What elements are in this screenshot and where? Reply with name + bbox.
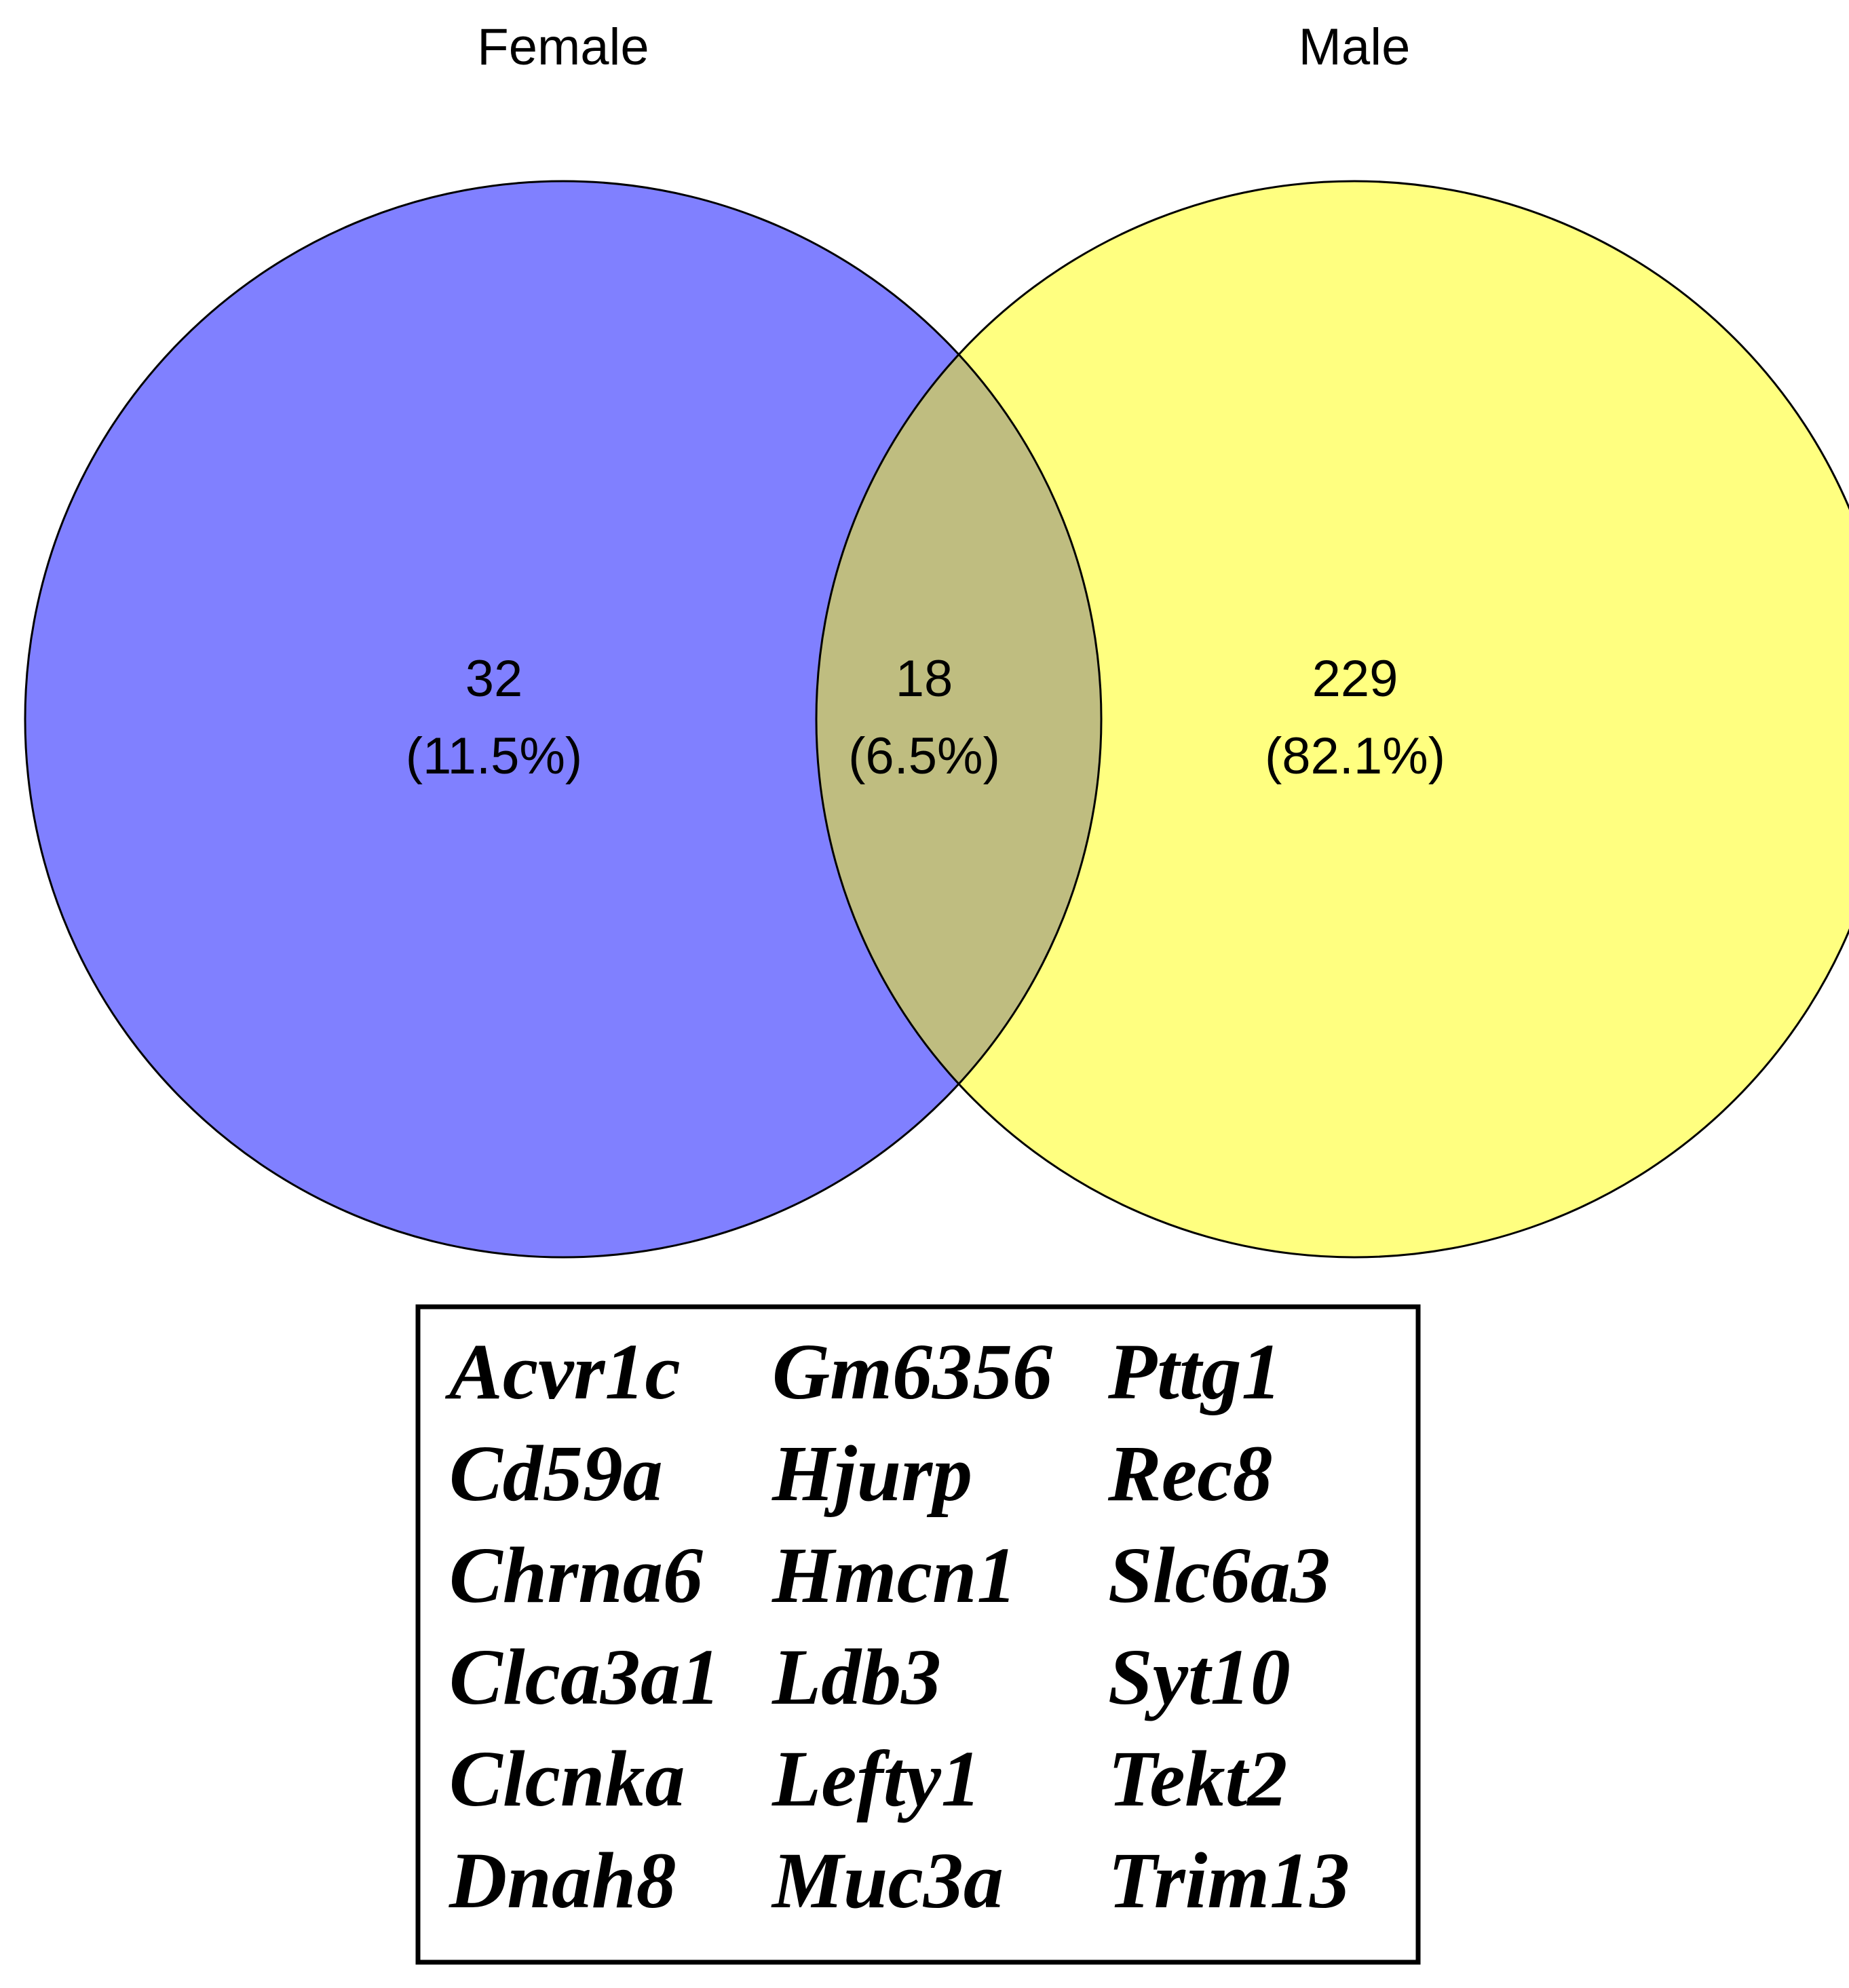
set-label: Male [1299,18,1411,76]
gene-name: Clca3a1 [449,1632,721,1721]
gene-name: Gm6356 [772,1327,1052,1416]
gene-name: Tekt2 [1108,1734,1287,1823]
set-circle [816,181,1849,1257]
gene-name: Acvr1c [444,1327,681,1416]
region-count: 229 [1312,650,1398,708]
gene-name: Clcnka [449,1734,685,1823]
region-percent: (6.5%) [848,727,1000,785]
region-percent: (82.1%) [1265,727,1445,785]
gene-name: Trim13 [1108,1836,1350,1925]
gene-name: Chrna6 [449,1531,703,1620]
gene-name: Muc3a [771,1836,1004,1925]
gene-name: Hjurp [771,1429,972,1518]
set-outline [24,180,1103,1259]
gene-box [415,1304,1421,1965]
gene-name: Syt10 [1108,1632,1291,1721]
set-label: Female [477,18,649,76]
gene-name: Pttg1 [1107,1327,1282,1416]
set-outline [815,180,1849,1259]
gene-name: Ldb3 [771,1632,941,1721]
gene-name: Hmcn1 [771,1531,1017,1620]
gene-name: Rec8 [1107,1429,1272,1518]
gene-name: Slc6a3 [1108,1531,1331,1620]
region-percent: (11.5%) [406,727,582,785]
venn: Female Male 32 (11.5%) 18 (6.5%) 229 (82.1%) [24,18,1849,1259]
region-count: 32 [465,650,523,708]
gene-name: Cd59a [449,1429,663,1518]
gene-name: Lefty1 [771,1734,981,1823]
set-circle [25,181,1101,1257]
region-count: 18 [896,650,953,708]
gene-name: Dnah8 [449,1836,676,1925]
